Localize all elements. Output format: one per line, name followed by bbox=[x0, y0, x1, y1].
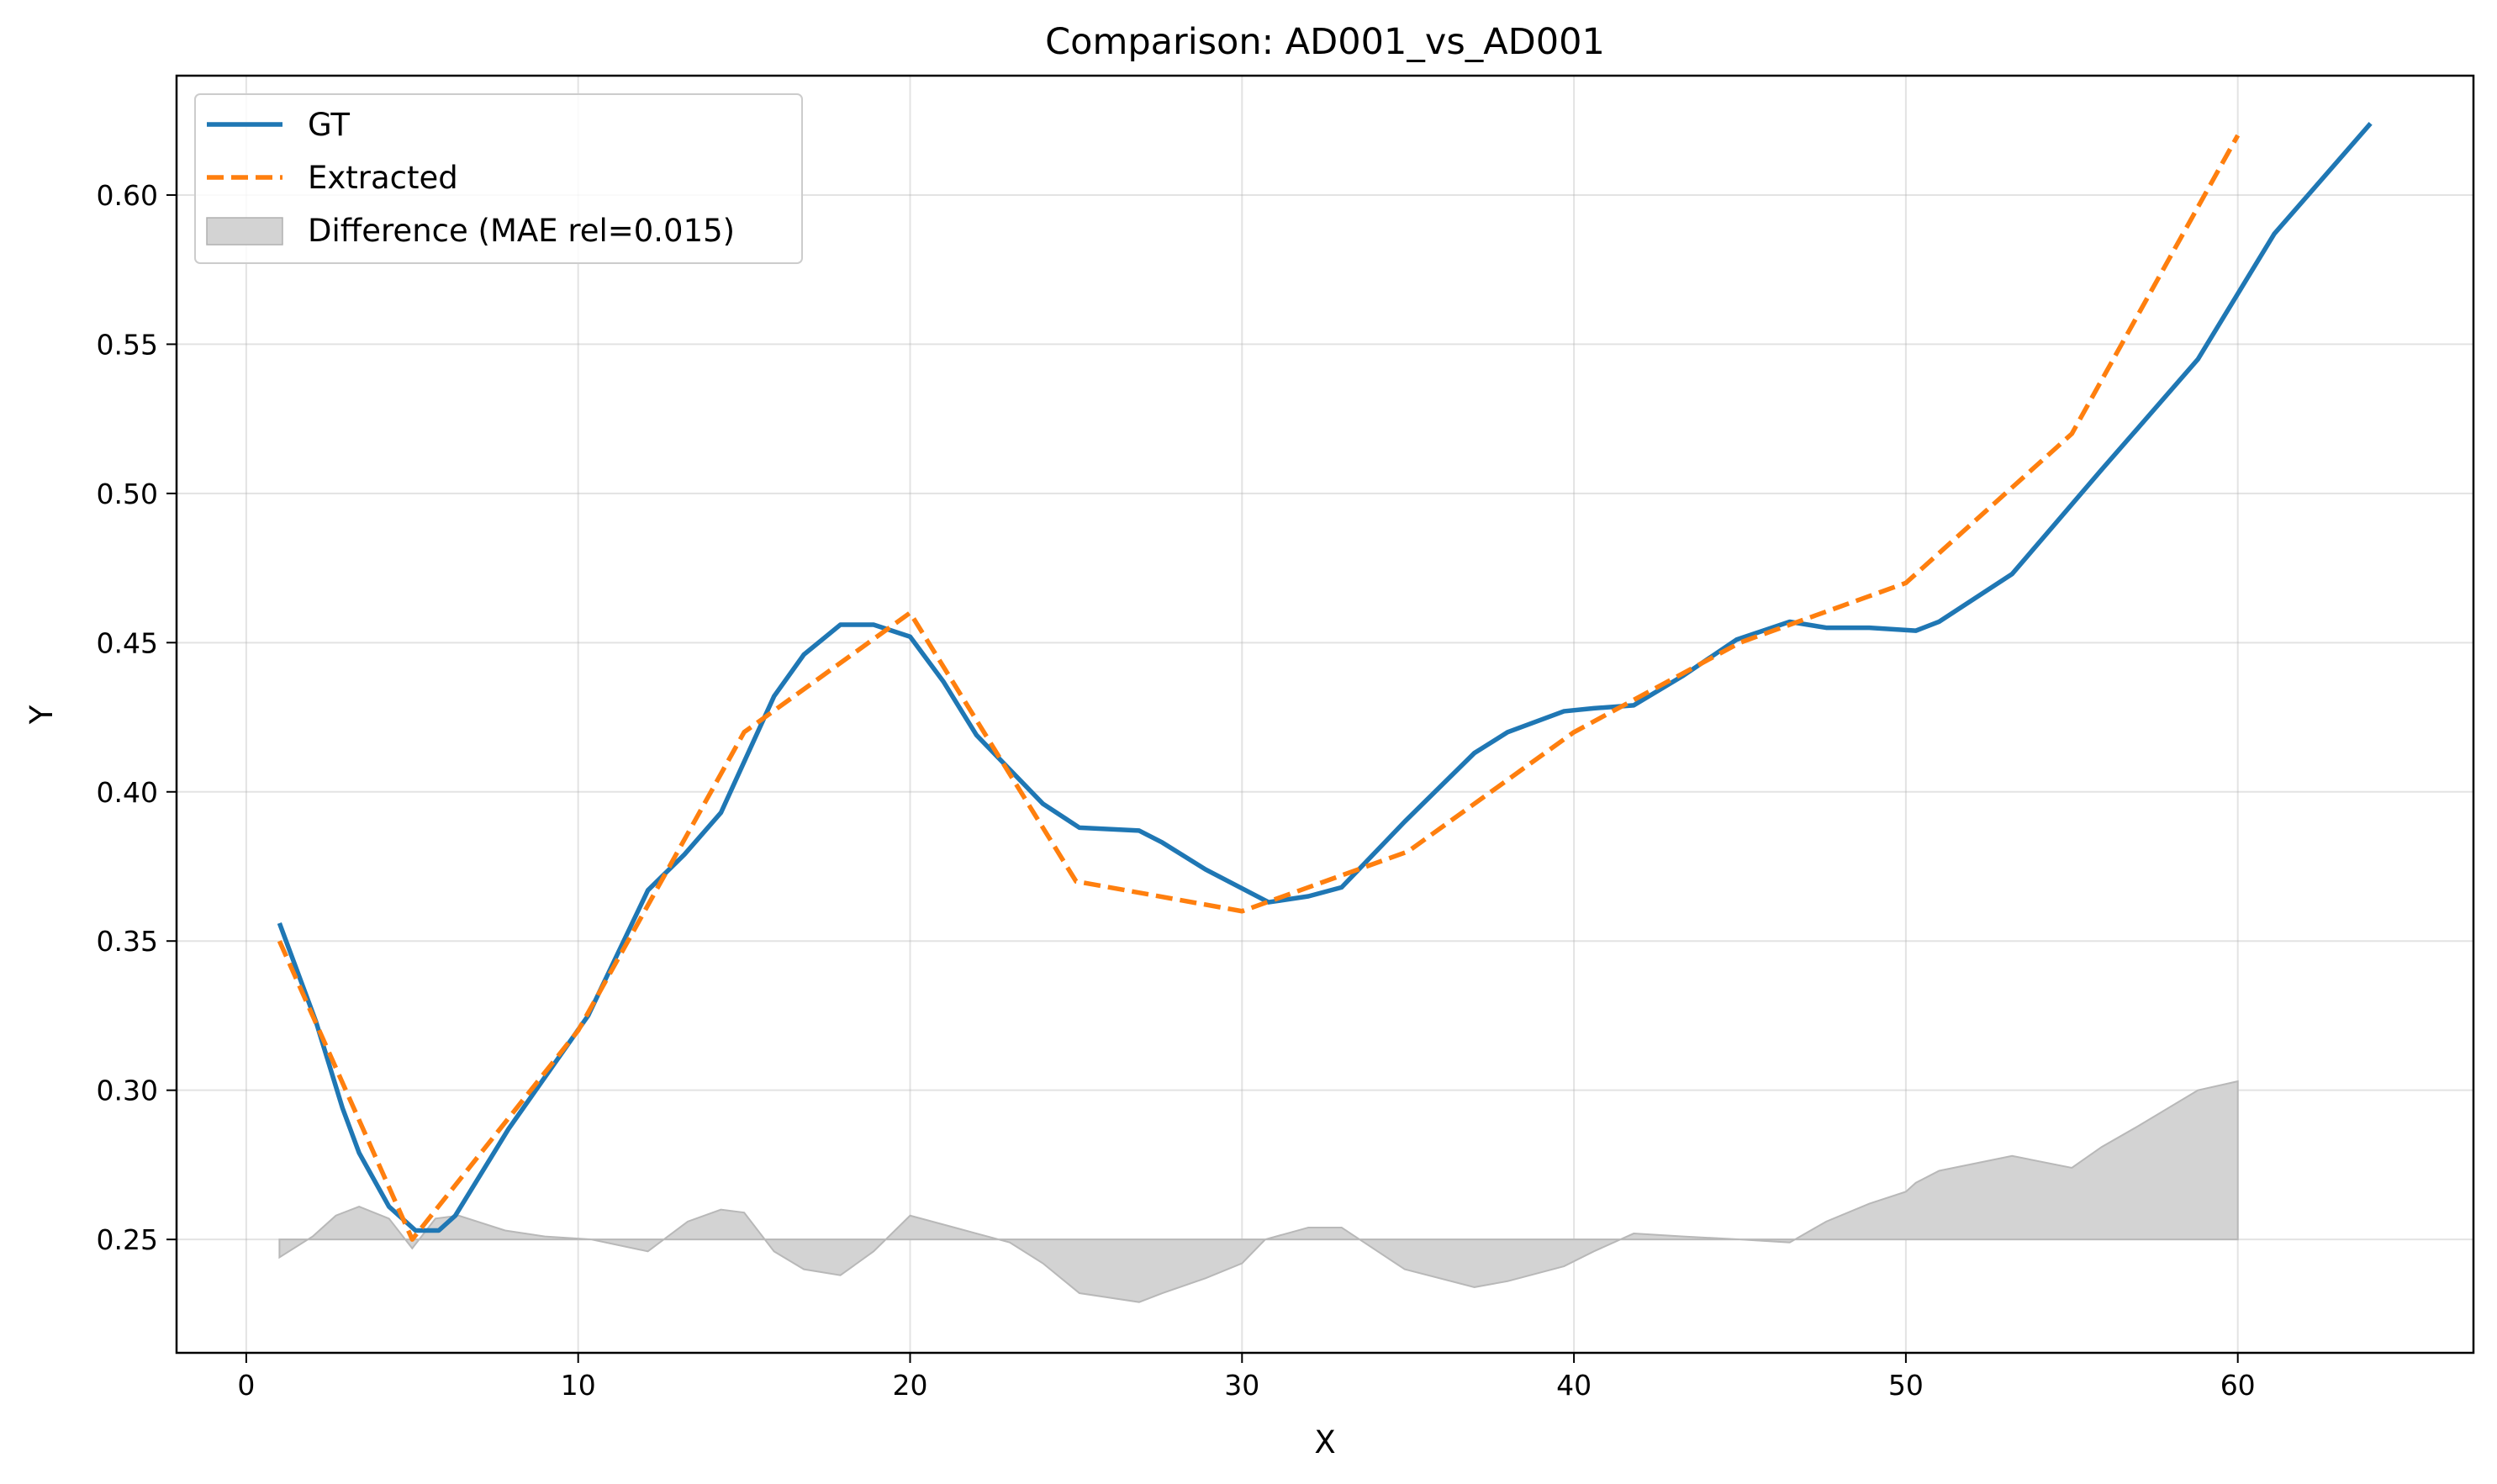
y-tick-label: 0.30 bbox=[97, 1075, 158, 1107]
difference-area-layer bbox=[278, 1080, 2239, 1303]
y-tick-label: 0.35 bbox=[97, 925, 158, 958]
x-tick-label: 10 bbox=[561, 1369, 596, 1402]
legend-gt-label: GT bbox=[308, 107, 350, 143]
legend: GT Extracted Difference (MAE rel=0.015) bbox=[194, 93, 803, 264]
x-tick-label: 20 bbox=[893, 1369, 928, 1402]
x-axis-label: X bbox=[1314, 1424, 1335, 1460]
y-axis-ticks: 0.25 0.30 0.35 0.40 0.45 0.50 0.55 0.60 bbox=[97, 179, 177, 1256]
x-tick-label: 0 bbox=[237, 1369, 255, 1402]
legend-extracted-label: Extracted bbox=[308, 160, 458, 196]
legend-difference-label: Difference (MAE rel=0.015) bbox=[308, 213, 735, 249]
x-tick-label: 60 bbox=[2220, 1369, 2256, 1402]
x-tick-label: 40 bbox=[1556, 1369, 1592, 1402]
extracted-series-line bbox=[277, 134, 2241, 1242]
chart-title: Comparison: AD001_vs_AD001 bbox=[1045, 21, 1605, 63]
y-tick-label: 0.45 bbox=[97, 626, 158, 659]
y-tick-label: 0.60 bbox=[97, 179, 158, 212]
y-tick-label: 0.50 bbox=[97, 478, 158, 510]
gt-series-line bbox=[277, 121, 2373, 1233]
plot-area-frame bbox=[175, 74, 2475, 1355]
legend-difference-swatch bbox=[206, 217, 283, 246]
x-tick-label: 50 bbox=[1888, 1369, 1924, 1402]
series-lines-layer bbox=[277, 121, 2373, 1242]
y-tick-label: 0.55 bbox=[97, 328, 158, 361]
difference-area bbox=[278, 1080, 2239, 1303]
y-tick-label: 0.40 bbox=[97, 776, 158, 809]
legend-box bbox=[194, 93, 803, 264]
x-axis-ticks: 0 10 20 30 40 50 60 bbox=[237, 1353, 2256, 1402]
y-axis-label: Y bbox=[24, 705, 60, 725]
x-tick-label: 30 bbox=[1224, 1369, 1259, 1402]
y-tick-label: 0.25 bbox=[97, 1223, 158, 1256]
